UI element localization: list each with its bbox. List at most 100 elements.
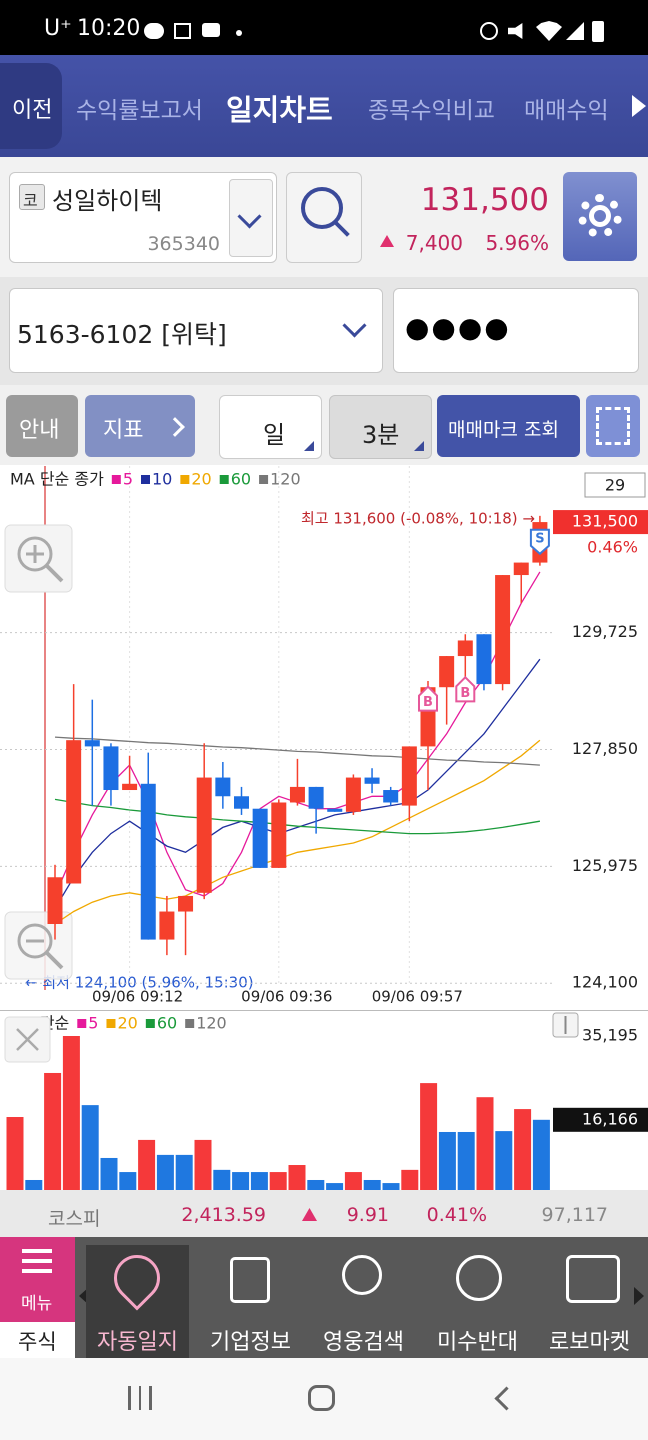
price: 131,500 [420, 182, 549, 218]
market: 코 [23, 191, 38, 210]
guide-button[interactable] [6, 395, 78, 457]
zoom-in-button[interactable] [4, 524, 73, 593]
candle-body [196, 777, 212, 893]
volume-bar [213, 1169, 231, 1190]
candle-body [159, 911, 175, 940]
legend-label: 5 [123, 470, 133, 489]
scroll-arrow[interactable] [634, 1287, 644, 1305]
volume-bar [326, 1183, 344, 1190]
section-tab[interactable] [0, 1322, 75, 1358]
zoom-icon [17, 923, 53, 959]
close-button[interactable] [4, 1016, 51, 1063]
nav-item-active[interactable]: 자동일지 [97, 1330, 178, 1355]
y-tick-label: 129,725 [572, 622, 638, 641]
volume-bar [495, 1131, 513, 1190]
volume-bar [81, 1105, 99, 1190]
panel-divider [0, 1010, 648, 1011]
tab[interactable]: 수익률보고서 [76, 98, 203, 124]
tab[interactable]: 종목수익비교 [368, 98, 495, 124]
tab[interactable]: 매매수익 [524, 98, 609, 124]
index-change-rate: 0.41% [426, 1204, 487, 1226]
candle-body [495, 575, 511, 685]
recents-button[interactable] [128, 1386, 152, 1410]
ma-line [54, 736, 540, 766]
trade-mark-shape [418, 685, 438, 712]
index-value: 2,413.59 [181, 1204, 266, 1226]
volume-bar [25, 1179, 43, 1190]
scroll-arrow[interactable] [632, 95, 646, 117]
tab-active[interactable]: 일지차트 [226, 93, 333, 127]
candle-body [476, 634, 492, 685]
candle-body [103, 746, 119, 791]
trade-mark-label[interactable]: 매매마크 조회 [448, 419, 559, 441]
legend-label: 10 [152, 470, 172, 489]
menu-label[interactable]: 메뉴 [21, 1294, 53, 1314]
icon [202, 23, 220, 37]
expand-button[interactable] [586, 395, 640, 457]
zoom-in-bg[interactable] [4, 524, 73, 593]
trade-mark: B [455, 675, 476, 703]
candle-body [66, 740, 82, 884]
scroll-arrow[interactable] [79, 1287, 89, 1305]
nav-item[interactable]: 영웅검색 [323, 1330, 404, 1355]
last-volume-label: 16,166 [582, 1109, 638, 1128]
candle-body [401, 746, 417, 806]
close-icon [16, 1028, 39, 1051]
candle-body [215, 777, 231, 797]
candle-body [271, 802, 287, 868]
period-button[interactable] [219, 395, 322, 459]
bottom-nav: 메뉴 주식 자동일지 기업정보 영웅검색 미수반대 로보마켓 [0, 1237, 648, 1358]
legend-label: 120 [270, 470, 301, 489]
volume-bar [250, 1172, 268, 1190]
section-label[interactable]: 주식 [18, 1330, 57, 1354]
index-name: 코스피 [48, 1208, 101, 1230]
volume-bar [307, 1179, 325, 1190]
back-system-button[interactable] [494, 1386, 519, 1411]
account-selector[interactable] [9, 288, 383, 373]
trade-mark-button[interactable] [437, 395, 580, 457]
back-button[interactable] [0, 63, 62, 149]
trade-mark-label: S [535, 531, 544, 546]
legend-label: 20 [117, 1014, 137, 1033]
icon [174, 23, 191, 39]
volume-bar [6, 1117, 24, 1190]
legend-swatch [141, 475, 150, 484]
back-label[interactable]: 이전 [12, 98, 53, 123]
count-box [584, 472, 646, 498]
ma-line [54, 658, 541, 909]
dropdown-mark [414, 441, 424, 451]
y-tick-label: 127,850 [572, 739, 638, 758]
volume-bar [457, 1131, 475, 1190]
guide-label[interactable]: 안내 [19, 418, 60, 443]
indicator-label[interactable]: 지표 [103, 418, 144, 443]
volume-bar [175, 1154, 193, 1190]
ma-line [54, 798, 541, 835]
icon [508, 23, 523, 39]
nav-item[interactable]: 기업정보 [210, 1330, 291, 1355]
candle-body [457, 640, 473, 657]
home-button[interactable] [308, 1385, 335, 1411]
volume-bar [401, 1169, 419, 1190]
candle-body [289, 786, 305, 803]
index-volume: 97,117 [541, 1204, 608, 1226]
volume-bar [232, 1172, 250, 1190]
nav-icon [456, 1255, 502, 1301]
dropdown-button[interactable] [229, 179, 273, 257]
gear-icon [589, 205, 611, 227]
volume-bar [288, 1165, 306, 1190]
password-field[interactable] [393, 288, 639, 373]
volume-bar [119, 1172, 137, 1190]
period-label[interactable]: 일 [263, 421, 286, 449]
ma-line [54, 739, 541, 925]
interval-label[interactable]: 3분 [362, 421, 400, 449]
interval-button[interactable] [329, 395, 432, 459]
last-price-box [553, 510, 648, 535]
zoom-icon [45, 951, 64, 970]
nav-item[interactable]: 로보마켓 [549, 1330, 630, 1355]
stock-code: 365340 [147, 233, 220, 255]
search-icon [301, 187, 343, 229]
nav-item[interactable]: 미수반대 [437, 1330, 518, 1355]
resize-button[interactable] [552, 1012, 579, 1038]
indicator-button[interactable] [85, 395, 195, 457]
